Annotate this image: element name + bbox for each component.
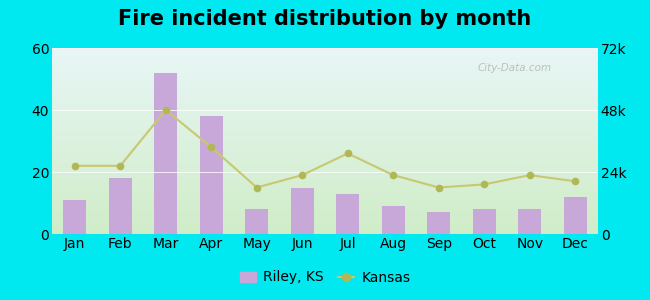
Bar bbox=[109, 178, 131, 234]
Bar bbox=[428, 212, 450, 234]
Bar bbox=[519, 209, 541, 234]
Bar bbox=[64, 200, 86, 234]
Bar bbox=[337, 194, 359, 234]
Bar bbox=[564, 197, 586, 234]
Text: City-Data.com: City-Data.com bbox=[478, 63, 552, 73]
Bar bbox=[382, 206, 404, 234]
Bar bbox=[155, 73, 177, 234]
Bar bbox=[291, 188, 313, 234]
Text: Fire incident distribution by month: Fire incident distribution by month bbox=[118, 9, 532, 29]
Legend: Riley, KS, Kansas: Riley, KS, Kansas bbox=[234, 265, 416, 290]
Bar bbox=[473, 209, 495, 234]
Bar bbox=[200, 116, 222, 234]
Bar bbox=[246, 209, 268, 234]
